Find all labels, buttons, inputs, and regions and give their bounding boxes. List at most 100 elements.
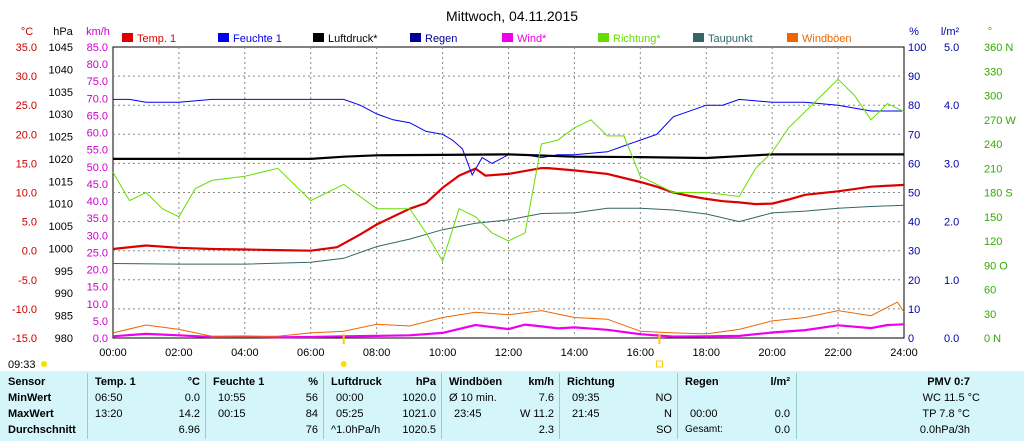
x-tick-label: 06:00 xyxy=(297,347,325,359)
press-min-time: 00:00 xyxy=(336,392,364,404)
chart-axes: 00:00 02:00 04:00 06:00 08:00 10:00 12:00 14:00… xyxy=(12,26,1016,359)
wind-axis-tick-label: 55.0 xyxy=(87,145,108,157)
temp-header: Temp. 1 xyxy=(95,376,136,388)
rain-max-time: 00:00 xyxy=(690,408,718,420)
legend-label: Feuchte 1 xyxy=(233,33,282,45)
temp-axis-unit: °C xyxy=(21,26,33,38)
x-tick-label: 14:00 xyxy=(561,347,589,359)
gust-unit: km/h xyxy=(528,376,554,388)
wind-axis-tick-label: 45.0 xyxy=(87,179,108,191)
chart-title: Mittwoch, 04.11.2015 xyxy=(446,8,578,24)
gust-max: W 11.2 xyxy=(519,408,554,420)
direction-axis-tick-label: 270 W xyxy=(984,115,1016,127)
dir-row2-time: 21:45 xyxy=(572,408,600,420)
temp-unit: °C xyxy=(187,376,200,388)
wind-axis-tick-label: 10.0 xyxy=(87,299,108,311)
wind-axis-tick-label: 70.0 xyxy=(87,93,108,105)
wind-axis-tick-label: 35.0 xyxy=(87,213,108,225)
temp-axis-tick-label: 10.0 xyxy=(16,188,37,200)
wind-axis-tick-label: 15.0 xyxy=(87,282,108,294)
legend-label: Temp. 1 xyxy=(137,33,176,45)
humidity-axis-tick-label: 20 xyxy=(908,275,920,287)
pmv-windchill: WC 11.5 °C xyxy=(922,392,980,404)
x-tick-label: 22:00 xyxy=(824,347,852,359)
press-trend: ^1.0hPa/h xyxy=(331,424,381,436)
legend-swatch xyxy=(693,33,704,42)
dir-row2: N xyxy=(664,408,672,420)
rain-axis-tick-label: 0.0 xyxy=(944,333,959,345)
press-max: 1021.0 xyxy=(402,408,436,420)
rain-axis-tick-label: 1.0 xyxy=(944,275,959,287)
series-line xyxy=(113,153,904,160)
dir-avg: SO xyxy=(656,424,672,436)
temp-min: 0.0 xyxy=(184,392,200,404)
pmv-dewpoint: TP 7.8 °C xyxy=(922,408,970,420)
wind-axis-tick-label: 50.0 xyxy=(87,162,108,174)
chart-markers: 09:33 xyxy=(8,334,663,370)
pressure-axis-unit: hPa xyxy=(53,26,73,38)
temp-min-time: 06:50 xyxy=(95,392,123,404)
pressure-axis-tick-label: 980 xyxy=(55,333,73,345)
chart-series xyxy=(112,78,905,339)
gust-max-time: 23:45 xyxy=(454,408,482,420)
rain-axis-tick-label: 3.0 xyxy=(944,158,959,170)
x-tick-label: 16:00 xyxy=(627,347,655,359)
hum-header: Feuchte 1 xyxy=(213,376,265,388)
chart-legend: Temp. 1 Feuchte 1 Luftdruck* Regen Wind* Rich… xyxy=(122,33,852,45)
legend-swatch xyxy=(787,33,798,42)
hum-unit: % xyxy=(308,376,318,388)
hum-max-time: 00:15 xyxy=(218,408,246,420)
pressure-axis-tick-label: 1005 xyxy=(49,221,73,233)
rain-max: 0.0 xyxy=(774,408,790,420)
press-avg: 1020.5 xyxy=(402,424,436,436)
pressure-axis-tick-label: 1020 xyxy=(49,154,73,166)
wind-axis-unit: km/h xyxy=(86,26,110,38)
pmv-trend: 0.0hPa/3h xyxy=(919,424,970,436)
wind-axis-tick-label: 75.0 xyxy=(87,76,108,88)
x-tick-label: 10:00 xyxy=(429,347,457,359)
direction-axis-unit: ° xyxy=(988,26,992,38)
series-line xyxy=(112,78,905,263)
legend-swatch xyxy=(218,33,229,42)
wind-axis-tick-label: 40.0 xyxy=(87,196,108,208)
series-line xyxy=(112,301,905,337)
hum-min-time: 10:55 xyxy=(218,392,246,404)
legend-swatch xyxy=(313,33,324,42)
legend-swatch xyxy=(598,33,609,42)
pressure-axis-tick-label: 1045 xyxy=(49,42,73,54)
pressure-axis-tick-label: 995 xyxy=(55,266,73,278)
x-tick-label: 18:00 xyxy=(692,347,720,359)
wind-axis-tick-label: 20.0 xyxy=(87,265,108,277)
wind-axis-tick-label: 30.0 xyxy=(87,230,108,242)
press-unit: hPa xyxy=(415,376,436,388)
legend-swatch xyxy=(122,33,133,42)
direction-axis-tick-label: 210 xyxy=(984,163,1002,175)
humidity-axis-tick-label: 90 xyxy=(908,71,920,83)
legend-label: Regen xyxy=(425,33,457,45)
wind-axis-tick-label: 60.0 xyxy=(87,128,108,140)
x-tick-label: 12:00 xyxy=(495,347,523,359)
legend-label: Richtung* xyxy=(613,33,661,45)
pressure-axis-tick-label: 1000 xyxy=(49,243,73,255)
temp-axis-tick-label: 25.0 xyxy=(16,100,37,112)
series-line xyxy=(112,167,905,252)
x-tick-label: 02:00 xyxy=(165,347,193,359)
temp-axis-tick-label: 0.0 xyxy=(22,246,37,258)
sun-icon xyxy=(41,361,47,367)
rain-total: 0.0 xyxy=(774,424,790,436)
rain-axis-tick-label: 5.0 xyxy=(944,42,959,54)
pressure-axis-tick-label: 1030 xyxy=(49,109,73,121)
series-line xyxy=(113,98,904,177)
press-min: 1020.0 xyxy=(402,392,436,404)
pmv-header: PMV 0:7 xyxy=(927,376,970,388)
row-label-avg: Durchschnitt xyxy=(8,424,76,436)
rain-axis-tick-label: 4.0 xyxy=(944,100,959,112)
weather-chart: Mittwoch, 04.11.2015 Temp. 1 Feuchte 1 Luf… xyxy=(8,8,1017,370)
humidity-axis-tick-label: 40 xyxy=(908,217,920,229)
pressure-axis-tick-label: 1035 xyxy=(49,87,73,99)
sunrise-time-label: 09:33 xyxy=(8,359,36,370)
row-label-min: MinWert xyxy=(8,392,52,404)
direction-axis-tick-label: 300 xyxy=(984,91,1002,103)
dir-header: Richtung xyxy=(567,376,615,388)
gust-header: Windböen xyxy=(449,376,503,388)
